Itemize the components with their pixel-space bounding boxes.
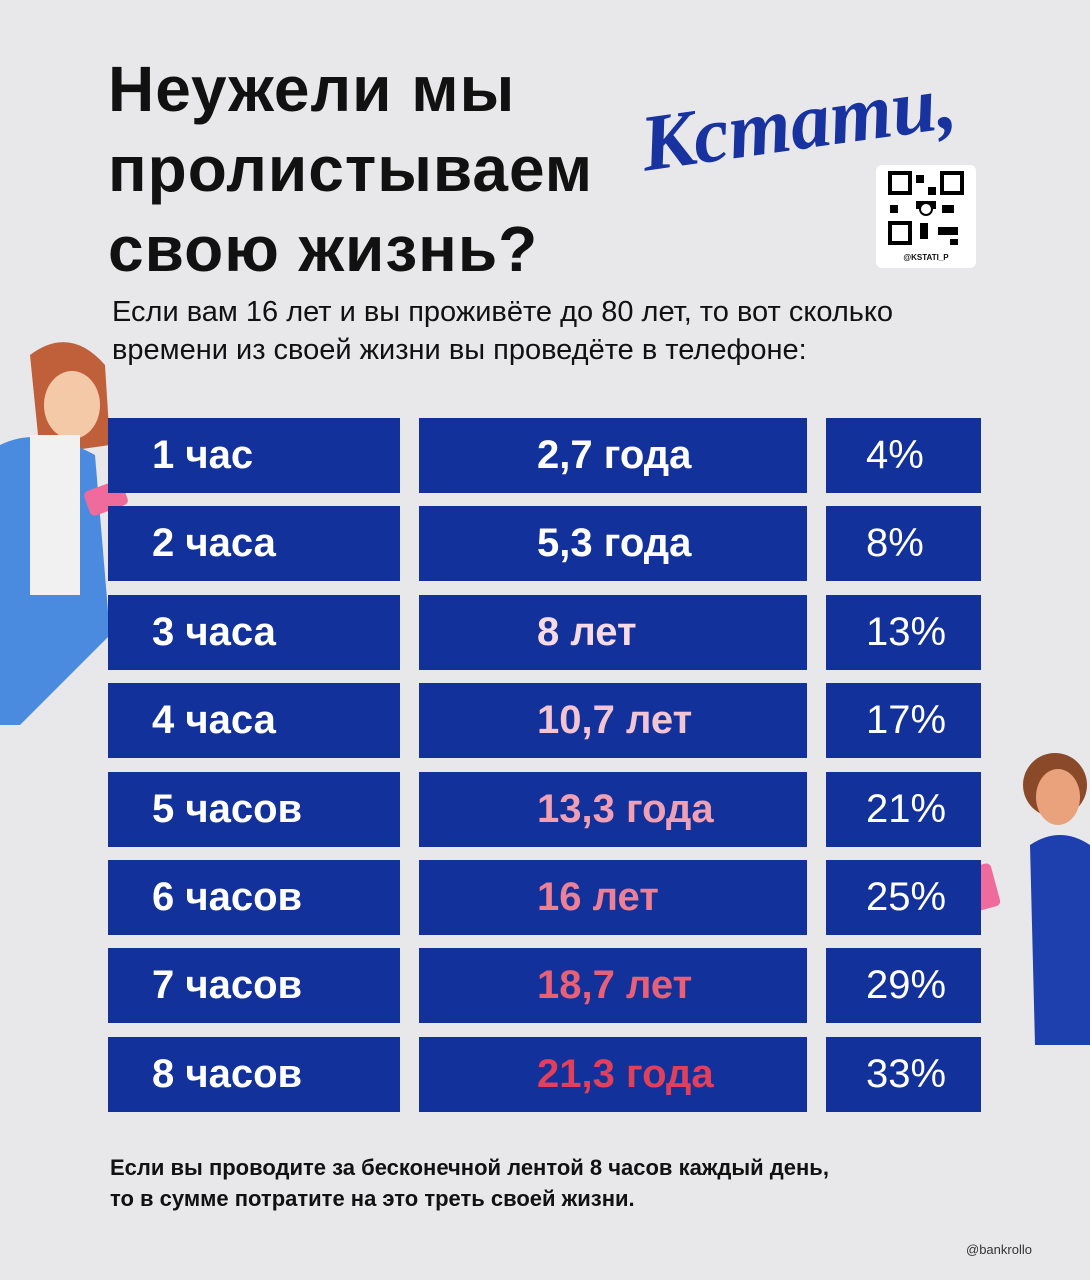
table-cell: 21,3 года bbox=[419, 1036, 807, 1112]
footer-line: то в сумме потратите на это треть своей … bbox=[110, 1186, 635, 1211]
qr-caption: @KSTATI_P bbox=[903, 253, 949, 262]
table-cell: 8 часов bbox=[108, 1036, 400, 1112]
table-cell: 4 часа bbox=[108, 683, 400, 759]
table-cell: 10,7 лет bbox=[419, 683, 807, 759]
table-cell: 8% bbox=[826, 506, 981, 582]
table-cell: 5,3 года bbox=[419, 506, 807, 582]
footer-line: Если вы проводите за бесконечной лентой … bbox=[110, 1155, 829, 1180]
table-cell: 7 часов bbox=[108, 948, 400, 1024]
table-cell: 33% bbox=[826, 1036, 981, 1112]
table-cell: 6 часов bbox=[108, 860, 400, 935]
title-line: Неужели мы bbox=[108, 53, 516, 125]
table-cell: 3 часа bbox=[108, 594, 400, 670]
subtitle-line: времени из своей жизни вы проведёте в те… bbox=[112, 334, 807, 366]
table-cell: 2,7 года bbox=[419, 418, 807, 493]
table-cell: 13% bbox=[826, 594, 981, 670]
table-cell: 5 часов bbox=[108, 771, 400, 847]
table-cell: 17% bbox=[826, 683, 981, 759]
table-cell: 16 лет bbox=[419, 860, 807, 935]
subtitle-line: Если вам 16 лет и вы проживёте до 80 лет… bbox=[112, 296, 894, 328]
qr-code bbox=[876, 165, 976, 268]
table-cell: 1 час bbox=[108, 418, 400, 493]
table-cell: 8 лет bbox=[419, 594, 807, 670]
illustration-girl bbox=[0, 342, 128, 725]
table-cell: 25% bbox=[826, 860, 981, 935]
credit: @bankrollo bbox=[966, 1242, 1032, 1257]
title-line: свою жизнь? bbox=[108, 213, 539, 285]
table-cell: 21% bbox=[826, 771, 981, 847]
table-cell: 13,3 года bbox=[419, 771, 807, 847]
table-cell: 18,7 лет bbox=[419, 948, 807, 1024]
qr-pattern bbox=[888, 171, 964, 245]
table-cell: 4% bbox=[826, 418, 981, 493]
illustration-woman bbox=[965, 753, 1090, 1045]
table-cell: 2 часа bbox=[108, 506, 400, 582]
title-line: пролистываем bbox=[108, 133, 594, 205]
table-cell: 29% bbox=[826, 948, 981, 1024]
